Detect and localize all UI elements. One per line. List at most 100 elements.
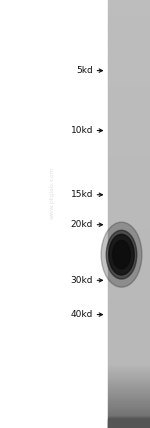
Bar bbox=[108, 131, 150, 132]
Bar bbox=[108, 351, 150, 352]
Bar bbox=[108, 241, 150, 242]
Bar bbox=[108, 230, 150, 231]
Bar bbox=[108, 357, 150, 359]
Bar bbox=[108, 115, 150, 116]
Bar bbox=[108, 1, 150, 2]
Bar bbox=[108, 399, 150, 400]
Bar bbox=[108, 77, 150, 78]
Bar bbox=[108, 180, 150, 181]
Bar bbox=[108, 86, 150, 87]
Bar bbox=[108, 91, 150, 92]
Bar bbox=[108, 409, 150, 410]
Bar bbox=[108, 186, 150, 187]
Bar bbox=[108, 284, 150, 285]
Bar bbox=[108, 339, 150, 340]
Bar bbox=[108, 211, 150, 212]
Bar bbox=[108, 181, 150, 182]
Bar bbox=[108, 309, 150, 310]
Bar bbox=[108, 196, 150, 197]
Bar bbox=[108, 342, 150, 343]
Bar bbox=[108, 160, 150, 162]
Bar bbox=[108, 259, 150, 260]
Bar bbox=[108, 250, 150, 252]
Bar bbox=[108, 356, 150, 357]
Bar bbox=[108, 164, 150, 165]
Bar bbox=[108, 17, 150, 18]
Bar bbox=[108, 153, 150, 154]
Bar bbox=[108, 262, 150, 263]
Bar bbox=[108, 154, 150, 155]
Bar bbox=[108, 34, 150, 36]
Bar bbox=[108, 47, 150, 48]
Bar bbox=[108, 165, 150, 166]
Bar bbox=[108, 307, 150, 308]
Bar bbox=[108, 148, 150, 149]
Bar bbox=[108, 83, 150, 85]
Bar bbox=[108, 239, 150, 240]
Bar bbox=[108, 137, 150, 138]
Bar bbox=[108, 78, 150, 79]
Bar bbox=[108, 31, 150, 32]
Bar bbox=[108, 398, 150, 399]
Bar bbox=[108, 293, 150, 294]
Bar bbox=[108, 113, 150, 115]
Bar bbox=[108, 396, 150, 397]
Bar bbox=[108, 76, 150, 77]
Bar bbox=[108, 274, 150, 275]
Bar bbox=[108, 126, 150, 128]
Bar bbox=[108, 404, 150, 406]
Ellipse shape bbox=[113, 241, 130, 269]
Bar bbox=[108, 349, 150, 350]
Bar bbox=[108, 0, 150, 1]
Bar bbox=[108, 326, 150, 327]
Bar bbox=[108, 228, 150, 229]
Bar bbox=[108, 422, 150, 423]
Bar bbox=[108, 367, 150, 368]
Bar bbox=[108, 207, 150, 208]
Bar bbox=[108, 143, 150, 145]
Bar bbox=[108, 316, 150, 317]
Bar bbox=[108, 54, 150, 55]
Bar bbox=[108, 360, 150, 362]
Bar bbox=[108, 229, 150, 230]
Bar bbox=[108, 407, 150, 409]
Bar bbox=[108, 327, 150, 329]
Bar bbox=[108, 177, 150, 178]
Bar bbox=[108, 291, 150, 292]
Bar bbox=[108, 82, 150, 83]
Bar bbox=[108, 150, 150, 151]
Bar bbox=[108, 235, 150, 236]
Bar bbox=[108, 323, 150, 324]
Bar bbox=[108, 16, 150, 17]
Bar bbox=[108, 119, 150, 120]
Bar bbox=[108, 71, 150, 72]
Bar bbox=[108, 192, 150, 193]
Bar bbox=[108, 92, 150, 93]
Bar bbox=[108, 61, 150, 62]
Bar bbox=[108, 178, 150, 179]
Bar bbox=[108, 218, 150, 219]
Bar bbox=[108, 270, 150, 271]
Bar bbox=[108, 156, 150, 158]
Bar bbox=[108, 108, 150, 109]
Bar bbox=[108, 173, 150, 175]
Bar bbox=[108, 166, 150, 167]
Bar bbox=[108, 320, 150, 321]
Bar bbox=[108, 226, 150, 227]
Bar bbox=[108, 294, 150, 295]
Bar bbox=[108, 12, 150, 13]
Bar bbox=[108, 393, 150, 394]
Bar bbox=[108, 190, 150, 192]
Bar bbox=[108, 305, 150, 306]
Bar bbox=[108, 136, 150, 137]
Bar bbox=[108, 319, 150, 320]
Bar bbox=[108, 70, 150, 71]
Bar bbox=[108, 406, 150, 407]
Bar bbox=[108, 258, 150, 259]
Bar bbox=[108, 55, 150, 56]
Bar bbox=[108, 53, 150, 54]
Bar bbox=[108, 426, 150, 427]
Bar bbox=[108, 18, 150, 19]
Ellipse shape bbox=[109, 235, 134, 275]
Bar bbox=[108, 359, 150, 360]
